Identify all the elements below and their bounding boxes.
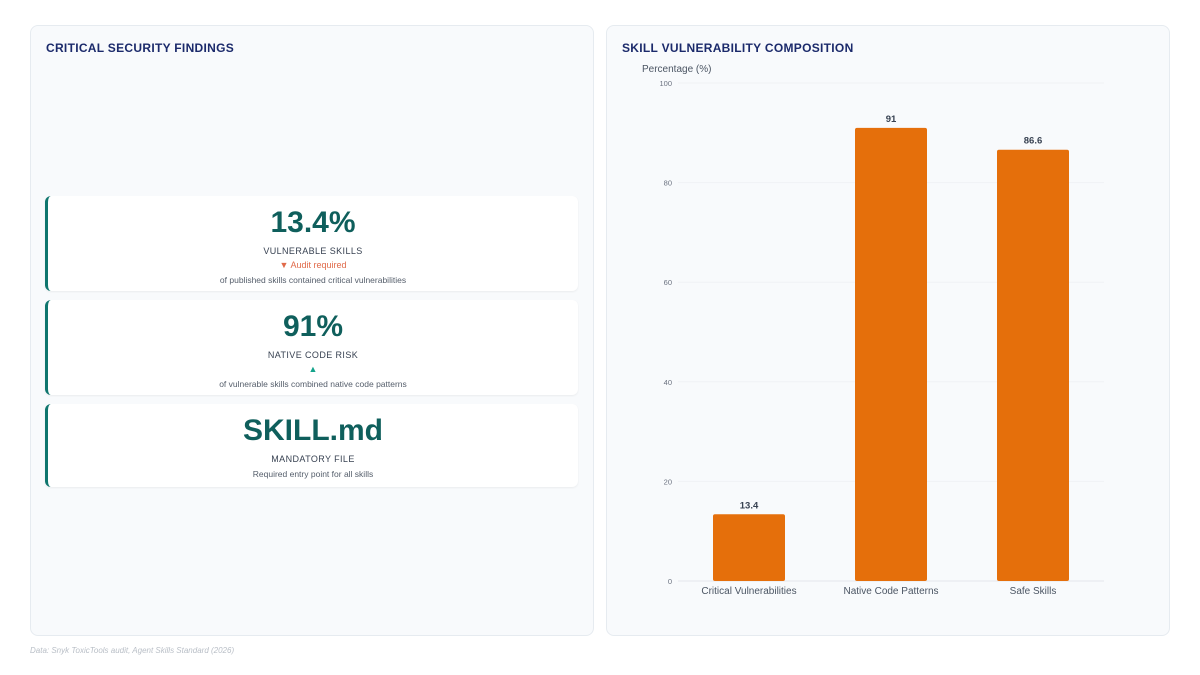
chart-panel-title: SKILL VULNERABILITY COMPOSITION xyxy=(622,41,854,55)
y-axis-title: Percentage (%) xyxy=(642,64,711,75)
stat-card-mandatory-file: SKILL.md MANDATORY FILE Required entry p… xyxy=(45,404,578,487)
stat-card-vulnerable-skills: 13.4% VULNERABLE SKILLS ▼ Audit required… xyxy=(45,196,578,291)
y-tick-label: 60 xyxy=(664,278,672,287)
bar-data-label: 86.6 xyxy=(1024,136,1043,147)
stat-description: of published skills contained critical v… xyxy=(219,275,407,285)
bar-data-label: 13.4 xyxy=(740,500,759,511)
stat-label: NATIVE CODE RISK xyxy=(267,350,359,360)
stat-value: 91% xyxy=(282,310,344,343)
source-note: Data: Snyk ToxicTools audit, Agent Skill… xyxy=(30,646,235,655)
findings-panel-title: CRITICAL SECURITY FINDINGS xyxy=(46,41,235,55)
stat-value: SKILL.md xyxy=(243,414,383,447)
y-tick-label: 80 xyxy=(664,179,672,188)
bar-chart: Percentage (%) 0 20 40 60 80 100 13.4 Critical V… xyxy=(642,64,1104,597)
stat-label: VULNERABLE SKILLS xyxy=(263,246,363,256)
stat-label: MANDATORY FILE xyxy=(271,454,355,464)
chart-panel: SKILL VULNERABILITY COMPOSITION Percenta… xyxy=(606,25,1170,636)
stat-description: of vulnerable skills combined native cod… xyxy=(219,379,407,389)
trend-indicator: ▲ xyxy=(48,364,578,374)
bar xyxy=(713,514,785,581)
trend-text: Audit required xyxy=(290,260,347,270)
x-tick-label: Safe Skills xyxy=(1010,586,1057,597)
findings-panel: CRITICAL SECURITY FINDINGS 13.4% VULNERA… xyxy=(30,25,594,636)
trend-up-icon: ▲ xyxy=(308,364,318,374)
y-tick-label: 20 xyxy=(664,477,672,486)
y-tick-label: 0 xyxy=(668,577,672,586)
x-tick-label: Critical Vulnerabilities xyxy=(701,586,796,597)
bar-data-label: 91 xyxy=(886,114,897,125)
bar xyxy=(997,149,1069,581)
y-tick-label: 40 xyxy=(664,378,672,387)
trend-down-icon: ▼ xyxy=(279,260,289,270)
findings-cards: 13.4% VULNERABLE SKILLS ▼ Audit required… xyxy=(45,196,578,496)
stat-value: 13.4% xyxy=(270,206,356,239)
stat-card-native-code-risk: 91% NATIVE CODE RISK ▲ of vulnerable ski… xyxy=(45,300,578,395)
x-tick-label: Native Code Patterns xyxy=(843,586,938,597)
trend-indicator: ▼ Audit required xyxy=(48,260,578,270)
bar xyxy=(855,127,927,581)
stat-description: Required entry point for all skills xyxy=(252,469,374,479)
y-tick-label: 100 xyxy=(659,79,672,88)
